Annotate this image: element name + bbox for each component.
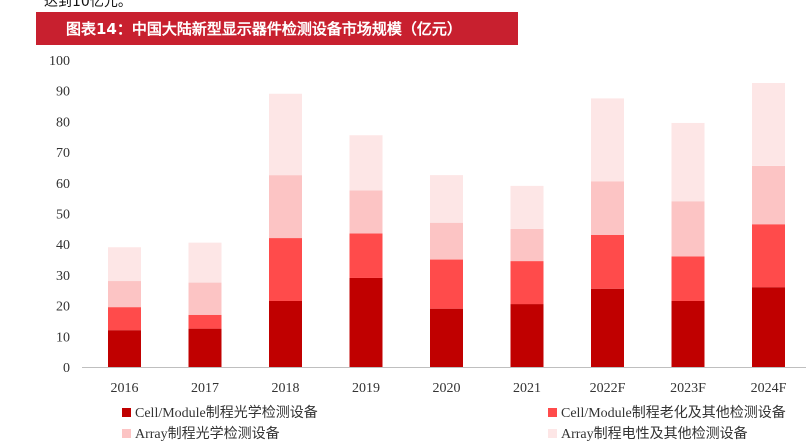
bar-segment <box>752 83 785 166</box>
bar-segment <box>269 93 302 176</box>
figure-title: 图表14：中国大陆新型显示器件检测设备市场规模（亿元） <box>66 20 462 38</box>
y-tick-label: 100 <box>49 54 70 69</box>
bar-segment <box>510 304 544 367</box>
bar-segment <box>752 224 785 288</box>
x-tick-label: 2023F <box>670 381 706 396</box>
y-tick-label: 30 <box>56 269 70 284</box>
legend-swatch-2 <box>548 407 557 417</box>
legend-item-1: Cell/Module制程光学检测设备 <box>122 402 318 422</box>
bar-segment <box>430 175 463 223</box>
y-tick-label: 80 <box>56 115 70 130</box>
x-tick-label: 2022F <box>590 381 626 396</box>
x-tick-label: 2021 <box>513 381 541 396</box>
bar-segment <box>349 277 383 367</box>
y-tick-label: 60 <box>56 177 70 192</box>
bar-segment <box>510 261 544 305</box>
legend-swatch-1 <box>122 407 131 417</box>
bar-segment <box>591 181 624 235</box>
legend-item-4: Array制程电性及其他检测设备 <box>548 423 748 443</box>
x-tick-label: 2017 <box>191 381 219 396</box>
legend-label-3: Array制程光学检测设备 <box>135 427 280 442</box>
bar-segment <box>671 122 705 202</box>
bar-segment <box>349 135 383 191</box>
bar-segment <box>269 238 302 301</box>
y-tick-label: 70 <box>56 146 70 161</box>
legend-item-3: Array制程光学检测设备 <box>122 423 280 443</box>
x-tick-label: 2024F <box>751 381 787 396</box>
legend-swatch-4 <box>548 428 557 438</box>
bar-segment <box>671 300 705 367</box>
bar-segment <box>752 165 785 225</box>
x-tick-label: 2019 <box>352 381 380 396</box>
bar-segment <box>591 288 624 367</box>
bar-segment <box>269 175 302 239</box>
bar-segment <box>349 190 383 234</box>
bar-segment <box>188 282 222 315</box>
legend-label-1: Cell/Module制程光学检测设备 <box>135 406 318 421</box>
bar-segment <box>269 300 302 367</box>
bar-segment <box>510 228 544 262</box>
bar-segment <box>108 247 141 282</box>
bar-segment <box>752 287 785 367</box>
figure-title-bar: 图表14：中国大陆新型显示器件检测设备市场规模（亿元） <box>36 12 518 45</box>
bar-segment <box>188 314 222 329</box>
bar-segment <box>188 242 222 283</box>
bar-segment <box>430 308 463 367</box>
y-tick-label: 40 <box>56 238 70 253</box>
x-tick-label: 2020 <box>433 381 461 396</box>
x-tick-label: 2016 <box>111 381 139 396</box>
y-tick-label: 50 <box>56 208 70 223</box>
legend-swatch-3 <box>122 428 131 438</box>
bar-segment <box>108 307 141 331</box>
bar-segment <box>510 185 544 229</box>
preceding-text-fragment: 达到10亿元。 <box>44 0 132 10</box>
stacked-bar-chart: 0 10 20 30 40 50 60 70 80 90 100 2016 2017 2018 2019 20… <box>49 54 806 396</box>
bar-segment <box>591 234 624 289</box>
bar-segment <box>430 259 463 309</box>
bar-segment <box>349 233 383 278</box>
bar-segment <box>108 330 141 367</box>
bar-segment <box>671 256 705 301</box>
legend-label-4: Array制程电性及其他检测设备 <box>561 427 748 442</box>
y-tick-label: 90 <box>56 85 70 100</box>
bar-segment <box>430 222 463 260</box>
y-tick-label: 0 <box>63 361 70 376</box>
x-tick-label: 2018 <box>272 381 300 396</box>
bar-segment <box>108 281 141 308</box>
bar-segment <box>188 328 222 367</box>
y-tick-label: 10 <box>56 330 70 345</box>
legend-item-2: Cell/Module制程老化及其他检测设备 <box>548 402 786 422</box>
bar-segment <box>671 201 705 257</box>
bar-segment <box>591 98 624 182</box>
y-tick-label: 20 <box>56 300 70 315</box>
legend-label-2: Cell/Module制程老化及其他检测设备 <box>561 406 786 421</box>
